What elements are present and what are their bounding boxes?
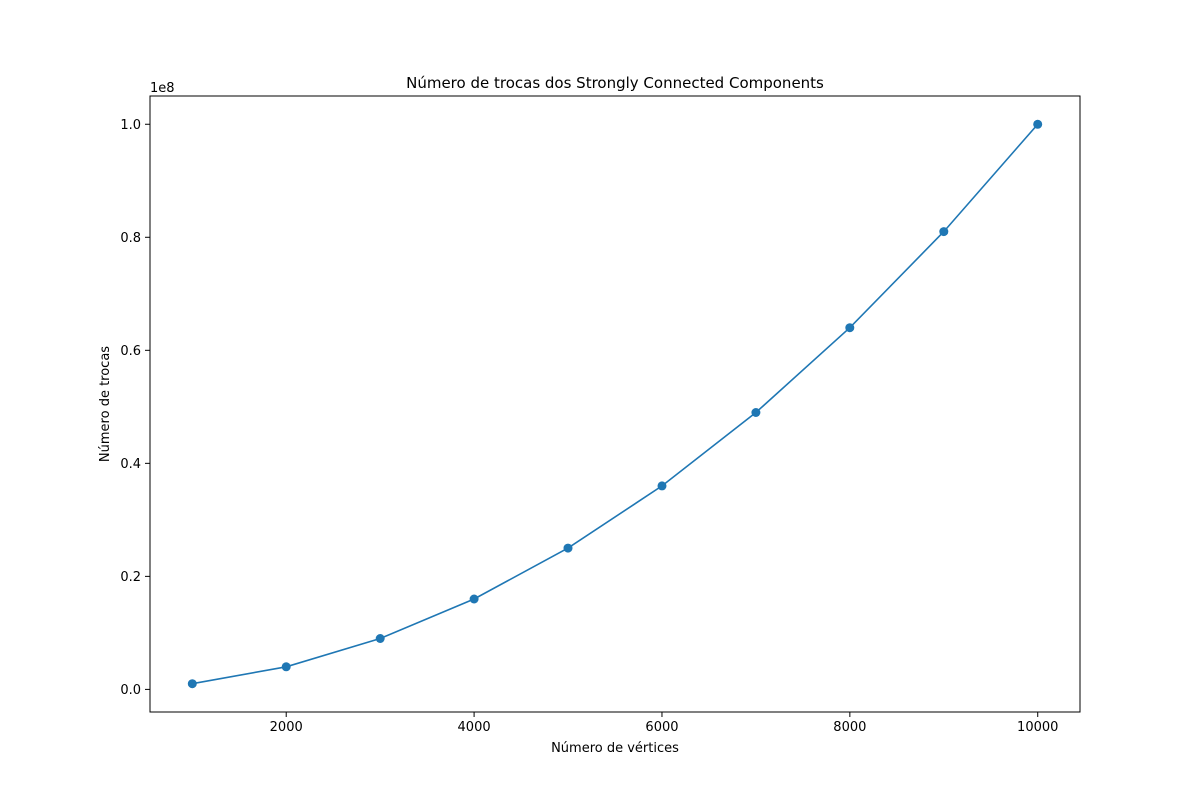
data-point — [751, 408, 761, 417]
y-tick-label: 0.2 — [120, 570, 141, 585]
y-tick-label: 0.0 — [120, 683, 141, 698]
x-axis-label: Número de vértices — [551, 741, 679, 756]
series-line — [192, 123, 1039, 685]
y-tick-label: 0.4 — [120, 457, 141, 472]
x-tick-label: 8000 — [833, 720, 866, 735]
x-tick-label: 10000 — [1017, 720, 1058, 735]
x-axis: 2000 4000 6000 8000 10000 — [270, 712, 1058, 735]
data-point — [375, 634, 385, 643]
data-point — [469, 594, 479, 604]
data-point — [187, 679, 197, 689]
chart-title: Número de trocas dos Strongly Connected … — [406, 74, 824, 92]
y-axis: 0.0 0.2 0.4 0.6 0.8 1.0 — [120, 118, 150, 698]
data-point — [563, 543, 573, 553]
x-tick-label: 2000 — [270, 720, 303, 735]
series-markers — [187, 119, 1043, 689]
data-point — [657, 481, 667, 491]
y-tick-label: 0.8 — [120, 231, 141, 246]
x-tick-label: 4000 — [458, 720, 491, 735]
y-axis-label: Número de trocas — [98, 346, 113, 462]
y-tick-label: 0.6 — [120, 344, 141, 359]
data-point — [939, 227, 949, 237]
data-point — [1033, 119, 1043, 129]
data-point — [281, 662, 291, 672]
y-tick-label: 1.0 — [120, 118, 141, 133]
x-tick-label: 6000 — [645, 720, 678, 735]
data-point — [845, 323, 855, 333]
y-offset-label: 1e8 — [150, 81, 175, 96]
plot-frame — [149, 95, 1081, 713]
